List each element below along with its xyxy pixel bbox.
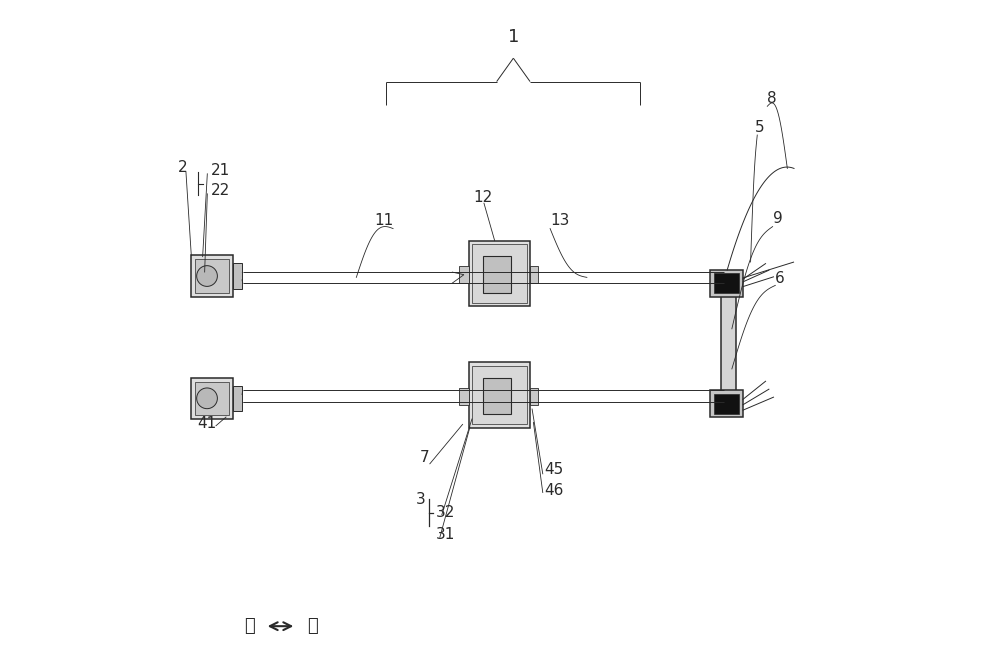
Text: 12: 12 [473,190,493,205]
Bar [472,244,527,303]
Text: 9: 9 [773,211,782,226]
Text: 6: 6 [775,271,785,287]
Text: 22: 22 [211,183,231,198]
Bar [721,285,736,416]
Bar [710,391,743,417]
Bar [714,273,739,293]
Bar [530,266,538,283]
Text: 45: 45 [544,462,563,477]
Bar [472,366,527,424]
Text: 左: 左 [244,617,255,635]
Bar [714,394,739,414]
Text: 11: 11 [374,213,393,228]
Text: 13: 13 [550,213,569,228]
Bar [191,378,233,419]
Bar [483,378,511,415]
Circle shape [197,266,217,287]
Text: 3: 3 [415,492,425,507]
Text: 7: 7 [420,450,430,466]
Bar [195,259,229,293]
Bar [233,386,242,411]
Bar [483,256,511,293]
Bar [530,388,538,405]
Bar [469,362,530,427]
Text: 右: 右 [308,617,318,635]
Bar [191,255,233,297]
Text: 1: 1 [508,28,519,46]
Bar [233,263,242,289]
Bar [195,382,229,415]
Text: 32: 32 [436,505,455,520]
Bar [459,266,469,283]
Text: 21: 21 [211,163,231,178]
Text: 41: 41 [197,416,216,431]
Bar [710,270,743,297]
Text: 31: 31 [436,527,455,542]
Text: 2: 2 [178,160,188,174]
Bar [459,388,469,405]
Bar [469,241,530,306]
Text: 5: 5 [755,119,765,135]
Text: 46: 46 [544,482,563,497]
Circle shape [197,388,217,409]
Text: 8: 8 [767,91,777,106]
